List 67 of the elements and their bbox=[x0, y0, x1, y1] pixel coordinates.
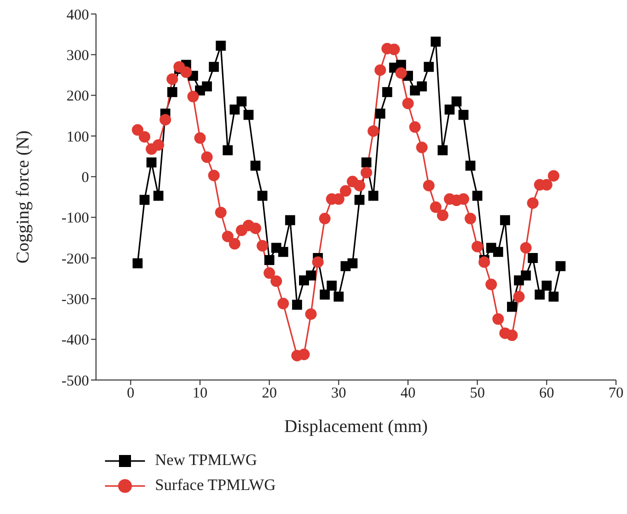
point bbox=[187, 90, 199, 102]
point bbox=[340, 185, 352, 197]
point bbox=[152, 139, 164, 151]
point bbox=[132, 124, 144, 136]
point bbox=[360, 166, 372, 178]
point bbox=[513, 290, 525, 302]
point bbox=[215, 206, 227, 218]
x-tick-label: 0 bbox=[126, 386, 134, 402]
x-tick-label: 30 bbox=[331, 386, 346, 402]
point bbox=[194, 132, 206, 144]
point bbox=[527, 197, 539, 209]
point bbox=[506, 330, 518, 342]
point bbox=[548, 170, 560, 182]
point bbox=[492, 313, 504, 325]
y-tick-label: 200 bbox=[66, 88, 89, 105]
point bbox=[277, 298, 289, 310]
x-tick-label: 20 bbox=[262, 386, 277, 402]
point bbox=[409, 121, 421, 133]
point bbox=[520, 242, 532, 254]
legend-label: Surface TPMLWG bbox=[155, 476, 276, 494]
x-tick-label: 40 bbox=[400, 386, 416, 402]
point bbox=[458, 193, 470, 205]
y-axis-title: Cogging force (N) bbox=[12, 130, 32, 264]
point bbox=[464, 212, 476, 224]
x-tick-label: 10 bbox=[192, 386, 208, 402]
point bbox=[166, 73, 178, 85]
point bbox=[478, 256, 490, 268]
legend-label: New TPMLWG bbox=[155, 452, 258, 470]
point bbox=[423, 180, 435, 192]
point bbox=[138, 131, 150, 143]
y-tick-label: -300 bbox=[62, 292, 89, 308]
point bbox=[228, 238, 240, 250]
point bbox=[395, 67, 407, 79]
x-tick-label: 50 bbox=[470, 386, 485, 402]
point bbox=[298, 348, 310, 360]
point bbox=[160, 114, 172, 126]
point bbox=[436, 210, 448, 222]
y-tick-label: -400 bbox=[62, 332, 89, 349]
y-tick-label: -100 bbox=[62, 210, 89, 227]
point bbox=[256, 240, 268, 252]
y-tick-label: -500 bbox=[62, 373, 89, 390]
y-tick-label: 300 bbox=[66, 48, 89, 64]
point bbox=[374, 64, 386, 76]
point bbox=[201, 151, 213, 163]
x-tick-label: 70 bbox=[608, 386, 624, 402]
y-tick-label: 400 bbox=[66, 7, 89, 24]
point bbox=[305, 308, 317, 320]
point bbox=[264, 267, 276, 279]
x-axis-title: Displacement (mm) bbox=[284, 416, 428, 436]
point bbox=[402, 98, 414, 110]
point bbox=[180, 66, 192, 78]
point bbox=[319, 212, 331, 224]
point bbox=[208, 170, 220, 182]
point bbox=[250, 222, 262, 234]
y-tick-label: 100 bbox=[66, 129, 89, 146]
y-tick-label: -200 bbox=[62, 251, 89, 268]
point bbox=[416, 142, 428, 154]
point bbox=[430, 201, 442, 213]
point bbox=[354, 180, 366, 192]
point bbox=[472, 240, 484, 252]
point bbox=[485, 278, 497, 290]
y-tick-label: 0 bbox=[82, 170, 89, 186]
point bbox=[222, 230, 234, 242]
point bbox=[270, 275, 282, 287]
point bbox=[368, 125, 380, 137]
point bbox=[312, 256, 324, 268]
x-tick-label: 60 bbox=[539, 386, 554, 402]
